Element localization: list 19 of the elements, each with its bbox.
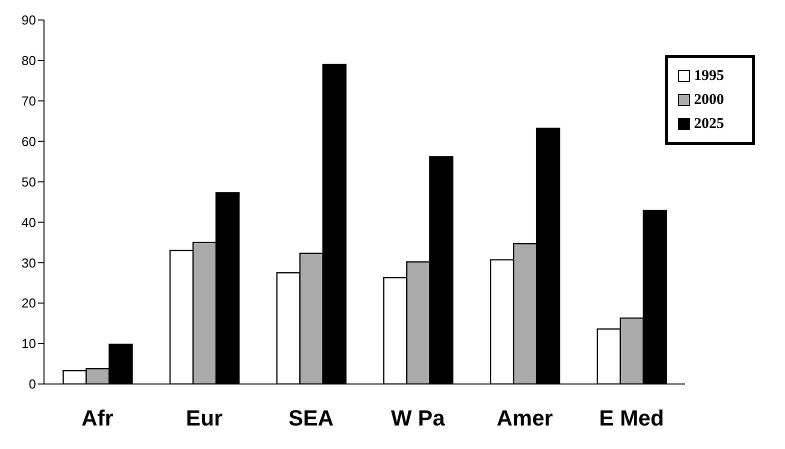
y-tick-label: 60 — [22, 134, 36, 149]
y-tick-label: 10 — [22, 336, 36, 352]
x-tick-label: Eur — [186, 406, 224, 431]
y-tick-label: 80 — [22, 53, 36, 68]
legend-label: 2000 — [694, 91, 724, 110]
x-tick-label: Amer — [496, 406, 554, 431]
x-tick-label: SEA — [288, 406, 334, 431]
legend-label: 1995 — [694, 67, 724, 86]
y-tick-label: 20 — [22, 296, 36, 311]
x-tick-label: Afr — [82, 406, 114, 431]
y-tick-label: 50 — [22, 174, 36, 190]
y-tick-label: 90 — [22, 12, 36, 28]
y-tick-label: 40 — [22, 214, 36, 230]
x-tick-label: W Pa — [391, 406, 446, 431]
y-tick-label: 0 — [28, 376, 36, 392]
legend-label: 2025 — [694, 115, 724, 134]
y-tick-label: 70 — [22, 94, 36, 109]
y-tick-label: 30 — [22, 255, 36, 270]
x-tick-label: E Med — [599, 406, 664, 431]
